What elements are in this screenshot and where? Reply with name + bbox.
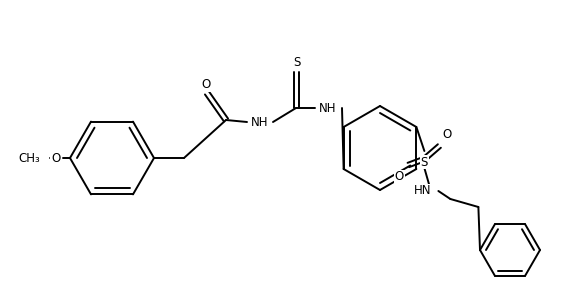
Text: O: O [52,151,60,164]
Text: O: O [202,79,210,92]
Text: CH₃: CH₃ [18,151,40,164]
Text: NH: NH [251,115,269,128]
Text: O: O [443,128,452,141]
Text: S: S [294,56,301,69]
Text: HN: HN [414,185,431,198]
Text: NH: NH [319,101,337,115]
Text: O: O [395,170,404,183]
Text: S: S [421,156,428,168]
